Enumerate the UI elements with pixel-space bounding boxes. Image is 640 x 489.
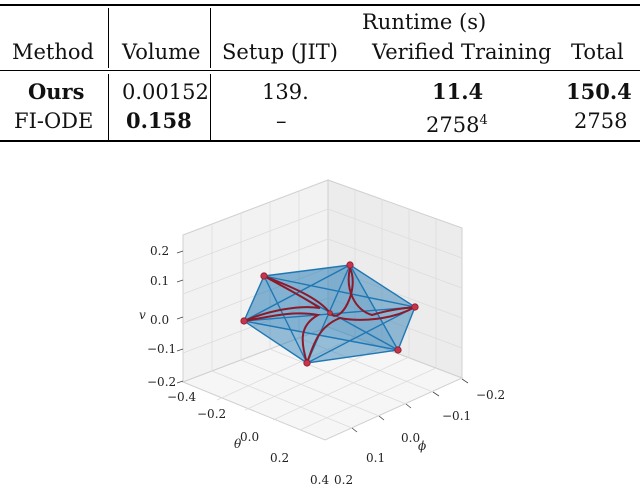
phi-tick-label: 0.1 (366, 451, 385, 465)
header-volume: Volume (122, 40, 201, 64)
mid-rule (0, 70, 640, 71)
column-divider (108, 74, 109, 140)
v-tick-label: −0.2 (147, 375, 176, 389)
column-divider (210, 8, 211, 68)
theta-tick-label: −0.4 (167, 390, 197, 404)
polytope-vertices (240, 261, 419, 367)
axis-panes (181, 179, 464, 441)
row-fiode-volume: 0.158 (126, 108, 192, 133)
column-divider (210, 74, 211, 140)
theta-axis: −0.4 −0.2 0.0 0.2 0.4 θ (167, 390, 329, 487)
theta-tick-label: −0.2 (197, 407, 226, 421)
runtime-group-header: Runtime (s) (362, 10, 487, 34)
v-tick-label: −0.1 (147, 342, 176, 356)
row-fiode-verified-training: 27584 (426, 109, 488, 137)
v-axis: 0.2 0.1 0.0 −0.1 −0.2 v (139, 244, 176, 389)
row-ours-setup: 139. (262, 80, 309, 104)
header-setup: Setup (JIT) (222, 40, 339, 64)
phi-axis-label: ϕ (418, 439, 426, 453)
row-fiode-total: 2758 (574, 109, 628, 133)
theta-tick-label: 0.4 (310, 473, 329, 485)
tick-marks (176, 250, 469, 433)
phi-tick-label: −0.1 (442, 409, 471, 423)
theta-tick-label: 0.2 (270, 451, 289, 465)
column-divider (108, 8, 109, 68)
header-total: Total (571, 40, 624, 64)
trajectory-curve (243, 264, 416, 367)
row-ours-volume: 0.00152 (122, 80, 209, 104)
header-verified-training: Verified Training (372, 40, 552, 64)
footnote-marker: 4 (479, 113, 488, 128)
header-method: Method (12, 40, 94, 64)
v-axis-label: v (139, 308, 146, 322)
row-fiode-method: FI-ODE (14, 109, 94, 133)
top-rule (0, 4, 640, 6)
plot-svg: 0.2 0.1 0.0 −0.1 −0.2 v −0.4 −0.2 0.0 0.… (139, 179, 505, 487)
row-fiode-setup: – (276, 109, 287, 133)
theta-axis-label: θ (234, 437, 242, 451)
results-table: Runtime (s) Method Volume Setup (JIT) Ve… (0, 0, 640, 150)
row-ours-verified-training: 11.4 (432, 79, 484, 104)
polytope (240, 261, 419, 367)
v-tick-label: 0.1 (150, 274, 169, 288)
theta-tick-label: 0.0 (240, 430, 259, 444)
phi-tick-label: 0.2 (334, 473, 353, 485)
phi-tick-label: 0.0 (401, 431, 420, 445)
phi-axis: −0.2 −0.1 0.0 0.1 0.2 ϕ (334, 388, 505, 487)
row-ours-method: Ours (28, 79, 85, 104)
verified-training-value: 2758 (426, 113, 480, 137)
row-ours-total: 150.4 (566, 79, 632, 104)
v-tick-label: 0.0 (150, 313, 169, 327)
phi-tick-label: −0.2 (476, 388, 505, 402)
polytope-3d-plot: 0.2 0.1 0.0 −0.1 −0.2 v −0.4 −0.2 0.0 0.… (0, 150, 640, 487)
bottom-rule (0, 140, 640, 142)
v-tick-label: 0.2 (150, 244, 169, 258)
